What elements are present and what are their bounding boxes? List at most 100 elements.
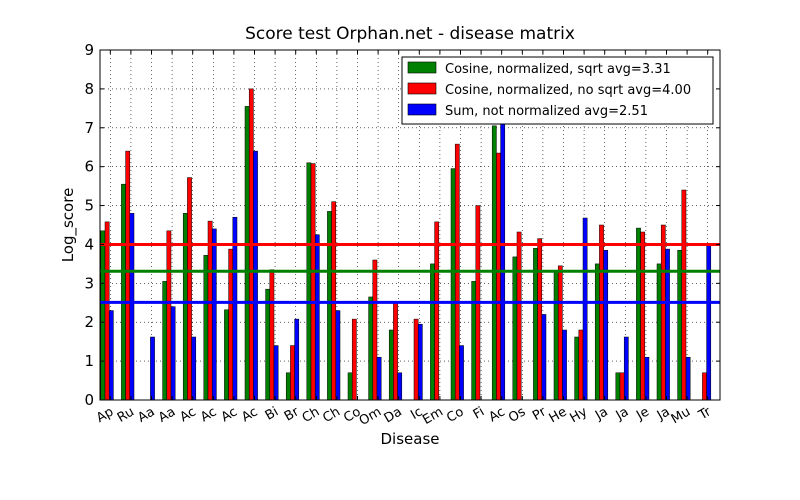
bar	[306, 162, 312, 401]
x-tick-label: Ac	[239, 404, 260, 425]
bar	[310, 163, 316, 401]
bar	[162, 281, 168, 401]
x-tick-label: Ac	[198, 404, 219, 425]
bar	[541, 314, 547, 401]
bar	[417, 323, 423, 401]
bar	[644, 356, 650, 401]
bar	[372, 259, 378, 401]
bar	[125, 150, 131, 401]
bar	[562, 329, 567, 401]
bar	[393, 301, 398, 401]
y-tick-label: 3	[84, 274, 94, 292]
x-tick-label: Os	[506, 404, 528, 426]
x-tick-label: Om	[357, 404, 384, 428]
bar	[496, 152, 501, 401]
bar	[574, 336, 580, 401]
x-tick-label: Ac	[487, 404, 508, 425]
x-tick-label: Bi	[263, 404, 281, 423]
bar	[376, 356, 382, 401]
bar	[294, 318, 300, 401]
bar	[187, 177, 192, 401]
legend-swatch	[407, 82, 437, 95]
x-tick-label: Ap	[94, 404, 116, 426]
legend-label: Cosine, normalized, no sqrt avg=4.00	[445, 83, 691, 98]
bar	[516, 231, 522, 401]
x-tick-label: Ja	[592, 404, 611, 423]
y-tick-label: 9	[84, 41, 94, 59]
bar	[347, 372, 353, 401]
bar	[450, 168, 456, 401]
bar	[553, 271, 559, 401]
bar	[104, 221, 110, 401]
y-tick-label: 1	[84, 352, 94, 370]
bar	[121, 183, 126, 401]
legend-swatch	[407, 61, 437, 74]
bar	[702, 372, 707, 401]
y-tick-label: 6	[84, 158, 94, 176]
bar	[327, 211, 332, 401]
legend-label: Sum, not normalized avg=2.51	[445, 104, 648, 119]
bar	[459, 345, 464, 401]
chart-title: Score test Orphan.net - disease matrix	[245, 24, 575, 44]
bar	[430, 263, 435, 401]
bar	[191, 336, 197, 401]
bar	[615, 372, 621, 401]
bar	[706, 244, 712, 401]
x-tick-label: He	[547, 404, 570, 426]
bar	[623, 336, 629, 401]
x-tick-label: Je	[633, 404, 652, 423]
x-axis-label: Disease	[381, 430, 440, 448]
x-tick-label: Tr	[695, 404, 714, 424]
bar	[599, 224, 604, 401]
bar	[636, 227, 641, 401]
legend-swatch	[407, 103, 437, 116]
bar	[335, 310, 341, 401]
plot-frame	[99, 49, 721, 401]
bar	[314, 234, 320, 401]
y-tick-label: 0	[84, 391, 94, 409]
bar	[434, 221, 440, 401]
bar	[640, 231, 646, 401]
bar	[224, 309, 229, 401]
y-tick-label: 5	[84, 197, 94, 215]
bar	[150, 336, 155, 401]
average-lines	[100, 242, 720, 304]
y-tick-label: 7	[84, 119, 94, 137]
x-tick-label: Co	[341, 404, 363, 426]
bar	[269, 269, 275, 401]
bar	[619, 372, 625, 401]
bar	[244, 106, 250, 401]
bar	[166, 230, 172, 401]
legend-label: Cosine, normalized, sqrt avg=3.31	[445, 62, 671, 77]
y-ticks: 0 1 2 3 4 5 6 7 8 9	[84, 41, 720, 409]
y-tick-label: 8	[84, 80, 94, 98]
x-tick-label: Ch	[320, 404, 343, 426]
x-tick-label: Ch	[300, 404, 323, 426]
bar	[273, 345, 279, 401]
bar	[100, 230, 106, 401]
bar	[203, 255, 209, 401]
x-tick-label: Aa	[135, 404, 157, 425]
bar	[500, 123, 506, 401]
x-tick-label: Ac	[219, 404, 240, 425]
bar	[331, 201, 337, 401]
bar	[471, 281, 477, 401]
bar	[557, 265, 563, 401]
bar	[537, 238, 543, 401]
bar	[397, 372, 403, 401]
bar	[413, 318, 419, 401]
x-tick-label: Fi	[471, 404, 487, 422]
bar	[578, 329, 584, 401]
bar	[170, 306, 176, 401]
y-tick-label: 4	[84, 235, 94, 253]
legend: Cosine, normalized, sqrt avg=3.31 Cosine,…	[401, 56, 714, 125]
bar	[211, 228, 217, 401]
x-tick-label: Em	[420, 404, 446, 427]
bar	[351, 318, 357, 401]
bar	[253, 150, 258, 401]
bar	[207, 220, 213, 401]
bar	[129, 213, 135, 401]
bar	[290, 345, 295, 401]
